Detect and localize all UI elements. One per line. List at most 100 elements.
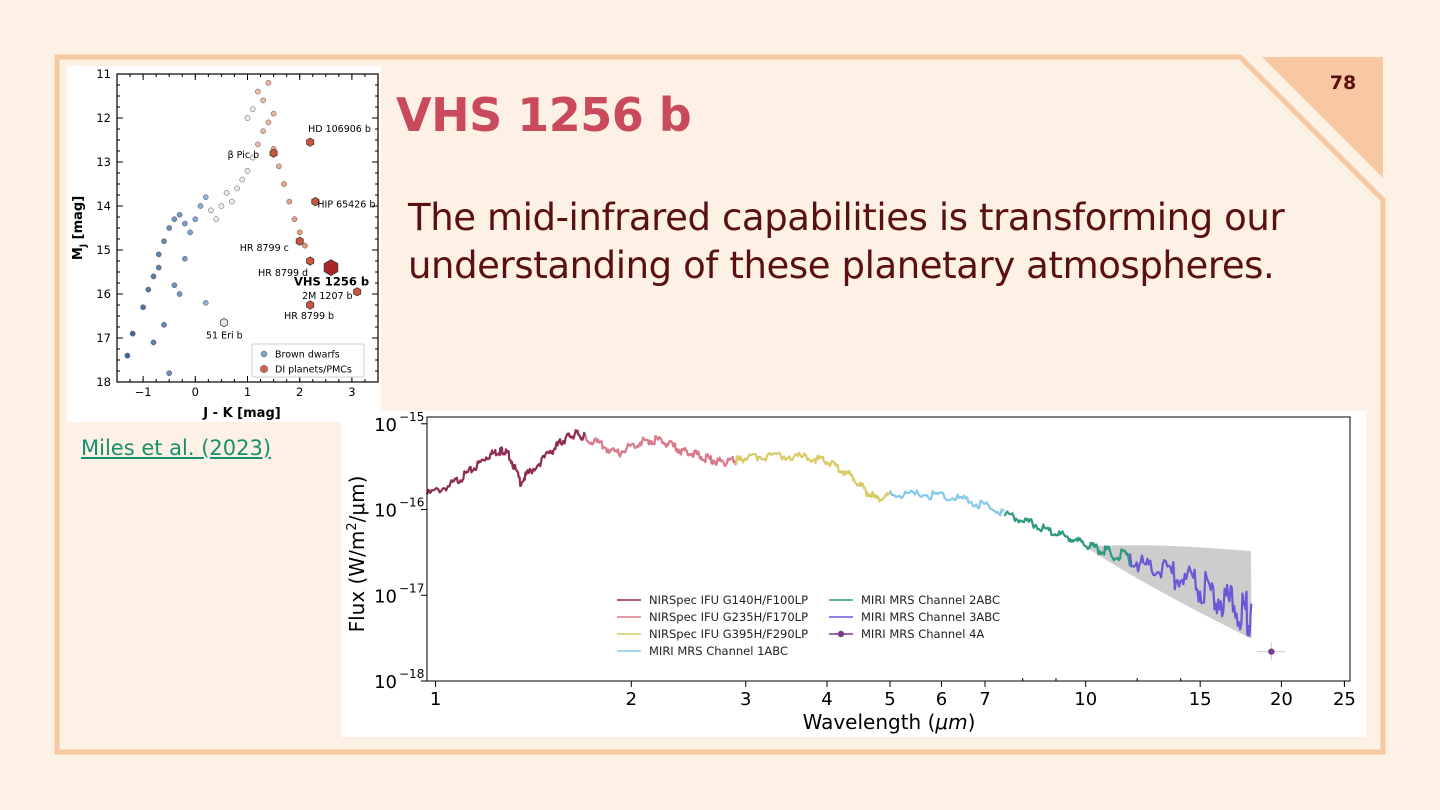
brown-dwarf-point [260,97,267,104]
brown-dwarf-point [286,198,293,205]
cmd-xlabel: J - K [mag] [202,406,280,421]
spectrum-x-tick-label: 4 [821,689,832,710]
brown-dwarf-point [223,189,230,196]
brown-dwarf-point [244,167,251,174]
brown-dwarf-point [161,238,167,245]
di-planet-point [306,256,315,266]
di-planet-label: HR 8799 c [240,243,289,254]
di-planet-point [306,300,315,310]
spectrum-x-tick-label: 5 [884,689,895,710]
spectrum-legend-label: NIRSpec IFU G395H/F290LP [649,627,808,641]
brown-dwarf-point [166,370,173,377]
brown-dwarf-point [270,110,277,117]
spectrum-point-miri-4a [1268,648,1275,655]
brown-dwarf-point [291,216,298,223]
brown-dwarf-point [260,128,267,135]
spectrum-xlabel: Wavelength (μm) [803,710,976,734]
spectrum-x-tick-label: 3 [740,689,751,710]
spectrum-legend-label: MIRI MRS Channel 2ABC [861,593,1000,607]
brown-dwarf-point [281,181,287,187]
spectrum-x-tick-label: 20 [1270,689,1293,710]
brown-dwarf-point [192,216,199,223]
citation-link[interactable]: Miles et al. (2023) [81,436,272,460]
brown-dwarf-point [197,203,204,209]
di-planet-point [353,287,362,297]
di-planet-label: HIP 65426 b [317,200,375,211]
cmd-legend-label: DI planets/PMCs [275,365,352,376]
brown-dwarf-point [255,88,261,95]
di-planet-label: HR 8799 d [258,268,308,279]
cmd-ylabel: MJ [mag] [71,196,89,260]
di-planet-label: 2M 1207 b [302,291,353,302]
spectrum-legend-label: MIRI MRS Channel 1ABC [649,644,788,658]
spectrum-series-line [735,451,891,503]
spectrum-y-tick-label: 10 [374,501,397,522]
spectrum-ylabel: Flux (W/m2/μm) [345,476,369,633]
spectrum-x-tick-label: 6 [936,689,947,710]
brown-dwarf-point [182,220,188,227]
brown-dwarf-point [202,194,209,201]
brown-dwarf-point [244,115,251,121]
brown-dwarf-point [150,339,157,346]
di-planet-label: VHS 1256 b [294,275,369,289]
spectrum-legend-label: MIRI MRS Channel 4A [861,627,984,641]
cmd-x-tick-label: 0 [192,385,199,399]
brown-dwarf-point [182,255,188,262]
brown-dwarf-point [155,251,162,258]
spectrum-x-tick-label: 10 [1074,689,1097,710]
brown-dwarf-point [176,211,183,218]
spectrum-series-line [425,429,587,495]
spectrum-x-tick-label: 2 [626,689,637,710]
spectrum-y-tick-exponent: −16 [399,496,424,510]
spectrum-y-tick-label: 10 [374,672,397,693]
cmd-y-tick-label: 11 [96,67,111,81]
spectrum-legend-label: NIRSpec IFU G235H/F170LP [649,610,808,624]
cmd-x-tick-label: 2 [296,385,303,399]
cmd-x-tick-label: 3 [348,385,355,399]
spectrum-legend-marker [837,630,845,638]
spectrum-series-line [1003,510,1132,567]
brown-dwarf-point [155,264,162,271]
di-planet-label: 51 Eri b [206,331,243,342]
brown-dwarf-point [239,176,246,183]
brown-dwarf-point [302,242,308,249]
slide-body-text: The mid-infrared capabilities is transfo… [408,196,1285,287]
brown-dwarf-point [296,229,303,236]
spectrum-x-tick-label: 15 [1189,689,1212,710]
di-planet-label: HD 106906 b [308,124,371,135]
spectrum-y-tick-exponent: −18 [399,667,424,681]
brown-dwarf-point [218,203,225,209]
spectrum-series-line [584,435,738,467]
brown-dwarf-point [171,216,178,223]
brown-dwarf-point [255,141,261,148]
spectrum-legend-label: NIRSpec IFU G140H/F100LP [649,593,808,607]
di-planet-point [295,236,304,246]
cmd-chart-panel: HD 106906 b β Pic b HIP 65426 b HR 8799 c HR… [67,66,381,422]
spectrum-series-line [888,489,1006,517]
brown-dwarf-point [265,79,272,86]
brown-dwarf-point [249,106,256,113]
brown-dwarf-point [275,163,282,170]
brown-dwarf-point [161,321,167,328]
brown-dwarf-point [228,198,235,205]
cmd-y-tick-label: 16 [96,287,111,301]
spectrum-plot-frame [426,416,1351,682]
cmd-y-tick-label: 14 [96,199,111,213]
brown-dwarf-point [213,216,220,223]
spectrum-x-tick-label: 7 [979,689,990,710]
spectrum-series-line [1128,553,1253,637]
spectrum-x-tick-label: 25 [1333,689,1356,710]
brown-dwarf-point [145,286,152,293]
cmd-y-tick-label: 15 [96,243,111,257]
brown-dwarf-point [140,304,146,311]
di-planet-point [311,196,320,207]
spectrum-x-tick-label: 1 [430,689,441,710]
spectrum-legend: NIRSpec IFU G140H/F100LP NIRSpec IFU G235… [617,593,1000,658]
cmd-legend-box [251,343,365,378]
spectrum-y-tick-label: 10 [374,415,397,436]
cmd-y-tick-label: 18 [96,375,111,389]
brown-dwarf-point [208,207,214,214]
di-planet-label: β Pic b [228,150,260,161]
